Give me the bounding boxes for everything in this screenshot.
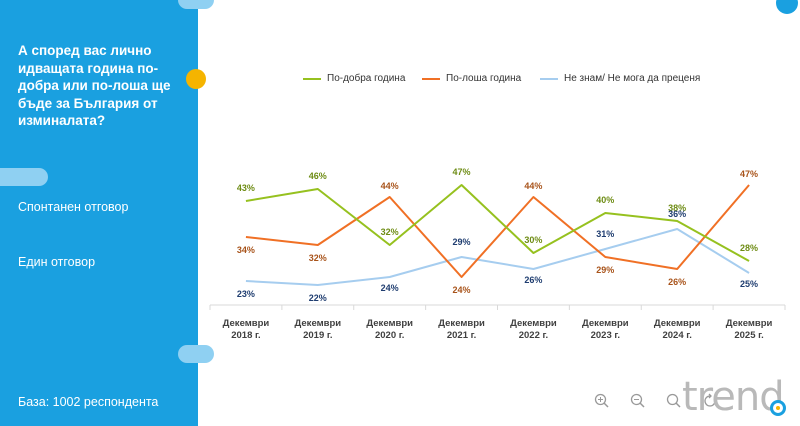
data-label-better: 28%: [740, 243, 758, 253]
note-single-answer: Един отговор: [18, 255, 96, 269]
zoom-in-icon[interactable]: [594, 393, 610, 412]
decor-pill-top: [178, 0, 214, 9]
decor-dot: [186, 69, 206, 89]
logo-mark-icon: [770, 400, 786, 416]
x-tick-label: Декември 2023 г.: [582, 318, 629, 341]
legend-label: Не знам/ Не мога да преценя: [564, 73, 701, 84]
data-label-worse: 44%: [381, 181, 399, 191]
data-label-better: 40%: [596, 195, 614, 205]
data-label-worse: 44%: [524, 181, 542, 191]
data-label-better: 43%: [237, 183, 255, 193]
x-tick-label: Декември 2025 г.: [726, 318, 773, 341]
legend-label: По-лоша година: [446, 73, 522, 84]
data-label-better: 30%: [524, 235, 542, 245]
decor-pill: [0, 168, 48, 186]
legend-label: По-добра година: [327, 73, 406, 84]
data-label-worse: 29%: [596, 265, 614, 275]
series-line-worse: [245, 184, 750, 278]
data-label-dontknow: 26%: [524, 275, 542, 285]
legend-dontknow[interactable]: Не знам/ Не мога да преценя: [540, 73, 700, 84]
data-label-dontknow: 22%: [309, 293, 327, 303]
data-label-better: 46%: [309, 171, 327, 181]
data-label-worse: 26%: [668, 277, 686, 287]
sidebar: А според вас лично идващата година по-до…: [0, 0, 198, 426]
decor-dot-top: [776, 0, 798, 14]
legend-swatch: [303, 77, 321, 80]
legend-swatch: [422, 77, 440, 80]
data-label-dontknow: 36%: [668, 209, 686, 219]
data-label-dontknow: 31%: [596, 229, 614, 239]
data-label-better: 47%: [453, 167, 471, 177]
question-title: А според вас лично идващата година по-до…: [18, 43, 171, 128]
trend-logo: trend: [682, 374, 785, 420]
data-label-better: 38%: [668, 203, 686, 213]
reset-icon[interactable]: [702, 393, 718, 412]
series-line-dontknow: [245, 228, 750, 286]
note-spontaneous: Спонтанен отговор: [18, 200, 129, 214]
data-label-worse: 32%: [309, 253, 327, 263]
base-respondents: База: 1002 респондента: [18, 395, 159, 409]
data-label-worse: 34%: [237, 245, 255, 255]
decor-pill-lower: [178, 345, 214, 363]
legend-worse[interactable]: По-лоша година: [422, 73, 521, 84]
data-label-dontknow: 25%: [740, 279, 758, 289]
data-label-dontknow: 24%: [381, 283, 399, 293]
x-tick-label: Декември 2022 г.: [510, 318, 557, 341]
zoom-out-icon[interactable]: [630, 393, 646, 412]
x-tick-label: Декември 2018 г.: [223, 318, 270, 341]
search-icon[interactable]: [666, 393, 682, 412]
data-label-worse: 47%: [740, 169, 758, 179]
legend-swatch: [540, 77, 558, 80]
data-label-dontknow: 23%: [237, 289, 255, 299]
x-tick-label: Декември 2021 г.: [438, 318, 485, 341]
data-label-worse: 24%: [453, 285, 471, 295]
series-line-better: [245, 184, 750, 262]
data-label-dontknow: 29%: [453, 237, 471, 247]
x-tick-label: Декември 2024 г.: [654, 318, 701, 341]
data-label-better: 32%: [381, 227, 399, 237]
x-tick-label: Декември 2019 г.: [295, 318, 342, 341]
legend-better[interactable]: По-добра година: [303, 73, 405, 84]
x-tick-label: Декември 2020 г.: [366, 318, 413, 341]
